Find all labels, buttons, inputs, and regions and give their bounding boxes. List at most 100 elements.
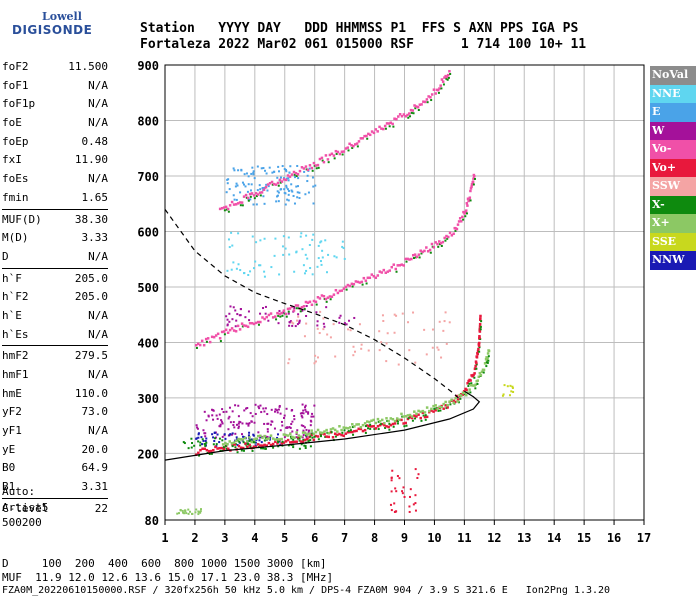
trace-point [250, 321, 254, 325]
trace-point [286, 174, 290, 177]
echo-point [252, 170, 255, 173]
trace-point [274, 440, 277, 444]
echo-point [311, 412, 314, 415]
echo-point [437, 348, 440, 351]
param-row-foe: foE N/A [2, 114, 108, 133]
trace-point [290, 173, 294, 176]
trace-point [304, 434, 307, 437]
trace-point [438, 240, 441, 243]
trace-point [379, 423, 382, 426]
trace-point [306, 301, 310, 305]
trace-point [482, 371, 485, 374]
param-name: foF1p [2, 97, 36, 111]
trace-point [411, 419, 414, 422]
trace-point [319, 434, 322, 437]
echo-point [205, 419, 208, 422]
trace-point [370, 419, 373, 422]
trace-point [457, 220, 461, 223]
trace-point [395, 117, 398, 121]
echo-point [443, 320, 446, 323]
echo-point [302, 409, 305, 412]
echo-point [343, 257, 346, 260]
echo-point [297, 177, 300, 180]
echo-point [237, 427, 240, 430]
trace-point [389, 423, 393, 427]
echo-point [193, 444, 196, 447]
trace-point [338, 432, 341, 436]
echo-point [276, 433, 279, 436]
trace-point [471, 384, 475, 387]
trace-point [296, 172, 300, 176]
echo-point [243, 409, 246, 412]
trace-point [282, 309, 286, 313]
trace-point [209, 449, 213, 453]
echo-point [235, 198, 238, 201]
param-row-foep: foEp 0.48 [2, 133, 108, 152]
echo-point [290, 183, 293, 186]
echo-point [287, 236, 290, 239]
echo-point [395, 510, 398, 513]
trace-point [241, 438, 245, 441]
echo-point [197, 440, 200, 443]
trace-point [359, 427, 363, 431]
trace-point [315, 303, 318, 306]
trace-point [376, 417, 380, 421]
echo-point [278, 273, 281, 276]
echo-point [333, 255, 336, 258]
trace-point [441, 240, 445, 244]
trace-point [374, 128, 378, 131]
trace-point [198, 343, 202, 347]
trace-point [388, 125, 391, 128]
trace-point [472, 174, 476, 178]
trace-point [409, 115, 412, 118]
trace-point [446, 73, 450, 77]
echo-point [233, 198, 236, 201]
echo-point [221, 435, 224, 438]
trace-point [296, 304, 300, 307]
trace-point [227, 210, 230, 213]
trace-point [423, 411, 427, 414]
artist-version: Artist5 [2, 500, 49, 514]
echo-point [386, 332, 389, 335]
echo-point [273, 427, 276, 430]
echo-point [431, 346, 434, 349]
echo-point [320, 263, 323, 266]
trace-point [239, 446, 243, 449]
trace-point [264, 186, 268, 189]
trace-point [462, 218, 465, 221]
echo-point [235, 423, 238, 426]
echo-point [395, 314, 398, 317]
trace-point [335, 152, 338, 155]
echo-point [360, 347, 363, 350]
trace-point [241, 446, 245, 450]
trace-point [340, 289, 344, 292]
trace-point [311, 436, 314, 439]
echo-point [261, 187, 264, 190]
echo-point [296, 164, 299, 167]
param-name: foF1 [2, 78, 29, 92]
echo-point [305, 436, 308, 439]
echo-point [187, 512, 190, 515]
trace-point [328, 153, 332, 157]
trace-point [380, 422, 384, 426]
echo-point [204, 444, 207, 447]
echo-point [309, 432, 312, 435]
trace-point [282, 433, 286, 436]
trace-point [228, 204, 232, 207]
echo-point [295, 250, 298, 253]
echo-point [270, 266, 273, 269]
trace-point [340, 150, 344, 153]
trace-point [275, 318, 278, 321]
trace-point [365, 282, 368, 285]
trace-point [287, 310, 290, 313]
trace-point [418, 256, 421, 259]
trace-point [216, 332, 220, 336]
echo-point [291, 190, 294, 193]
echo-point [438, 320, 441, 323]
echo-point [501, 394, 504, 397]
echo-point [304, 253, 307, 256]
trace-point [378, 270, 382, 273]
param-name: foEs [2, 172, 29, 186]
trace-point [373, 428, 376, 431]
